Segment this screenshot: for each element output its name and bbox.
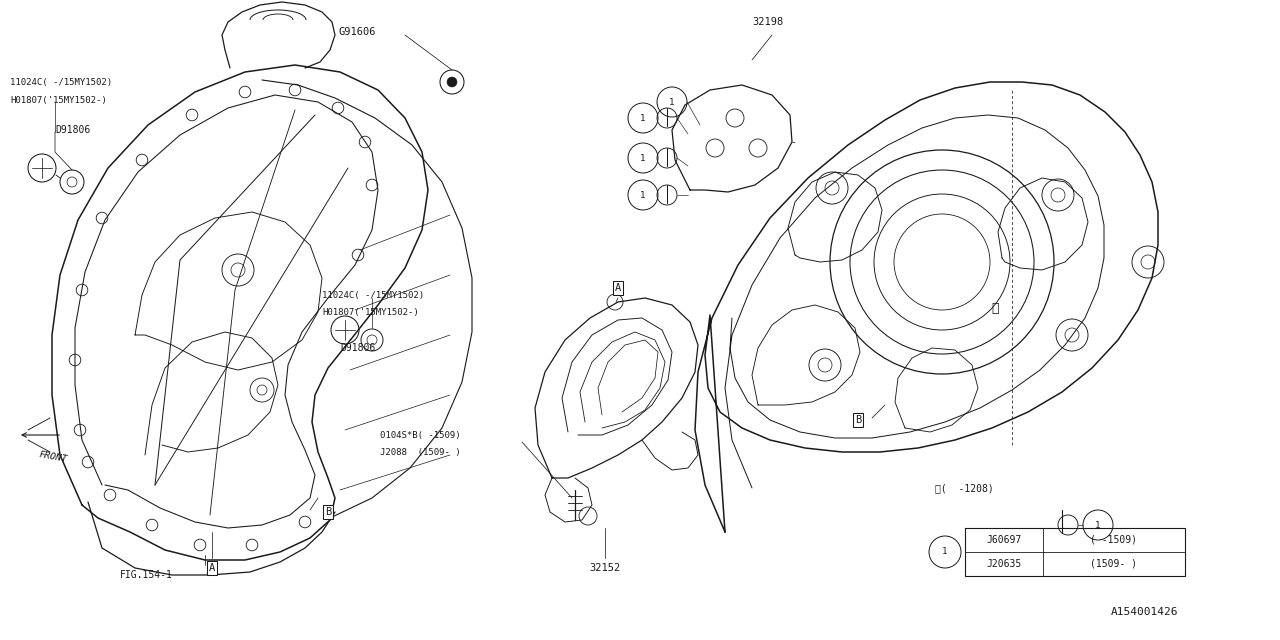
Text: 1: 1 xyxy=(640,113,645,122)
Circle shape xyxy=(447,77,457,87)
Text: 11024C( -/15MY1502): 11024C( -/15MY1502) xyxy=(10,77,113,86)
Text: 1: 1 xyxy=(942,547,947,557)
Text: 0104S*B( -1509): 0104S*B( -1509) xyxy=(380,431,461,440)
Text: B: B xyxy=(855,415,861,425)
Text: 32198: 32198 xyxy=(753,17,783,27)
Text: J20635: J20635 xyxy=(987,559,1021,569)
Text: A: A xyxy=(614,283,621,293)
Text: 1: 1 xyxy=(1096,520,1101,529)
Text: 1: 1 xyxy=(640,154,645,163)
Text: A154001426: A154001426 xyxy=(1111,607,1179,617)
Text: 11024C( -/15MY1502): 11024C( -/15MY1502) xyxy=(323,291,424,300)
Text: ※: ※ xyxy=(991,301,998,314)
Text: H01807('15MY1502-): H01807('15MY1502-) xyxy=(10,95,106,104)
Text: ※(  -1208): ※( -1208) xyxy=(934,483,993,493)
Text: 1: 1 xyxy=(640,191,645,200)
Text: FRONT: FRONT xyxy=(38,450,68,464)
Text: D91806: D91806 xyxy=(340,343,375,353)
Text: D91806: D91806 xyxy=(55,125,91,135)
Text: FIG.154-1: FIG.154-1 xyxy=(120,570,173,580)
Text: J2088  (1509- ): J2088 (1509- ) xyxy=(380,447,461,456)
Text: G91606: G91606 xyxy=(338,27,375,37)
Text: 1: 1 xyxy=(669,97,675,106)
Text: H01807('15MY1502-): H01807('15MY1502-) xyxy=(323,307,419,317)
Text: J60697: J60697 xyxy=(987,535,1021,545)
Text: ( -1509): ( -1509) xyxy=(1091,535,1138,545)
Text: 32152: 32152 xyxy=(589,563,621,573)
Text: A: A xyxy=(209,563,215,573)
Text: B: B xyxy=(325,507,332,517)
Text: (1509- ): (1509- ) xyxy=(1091,559,1138,569)
